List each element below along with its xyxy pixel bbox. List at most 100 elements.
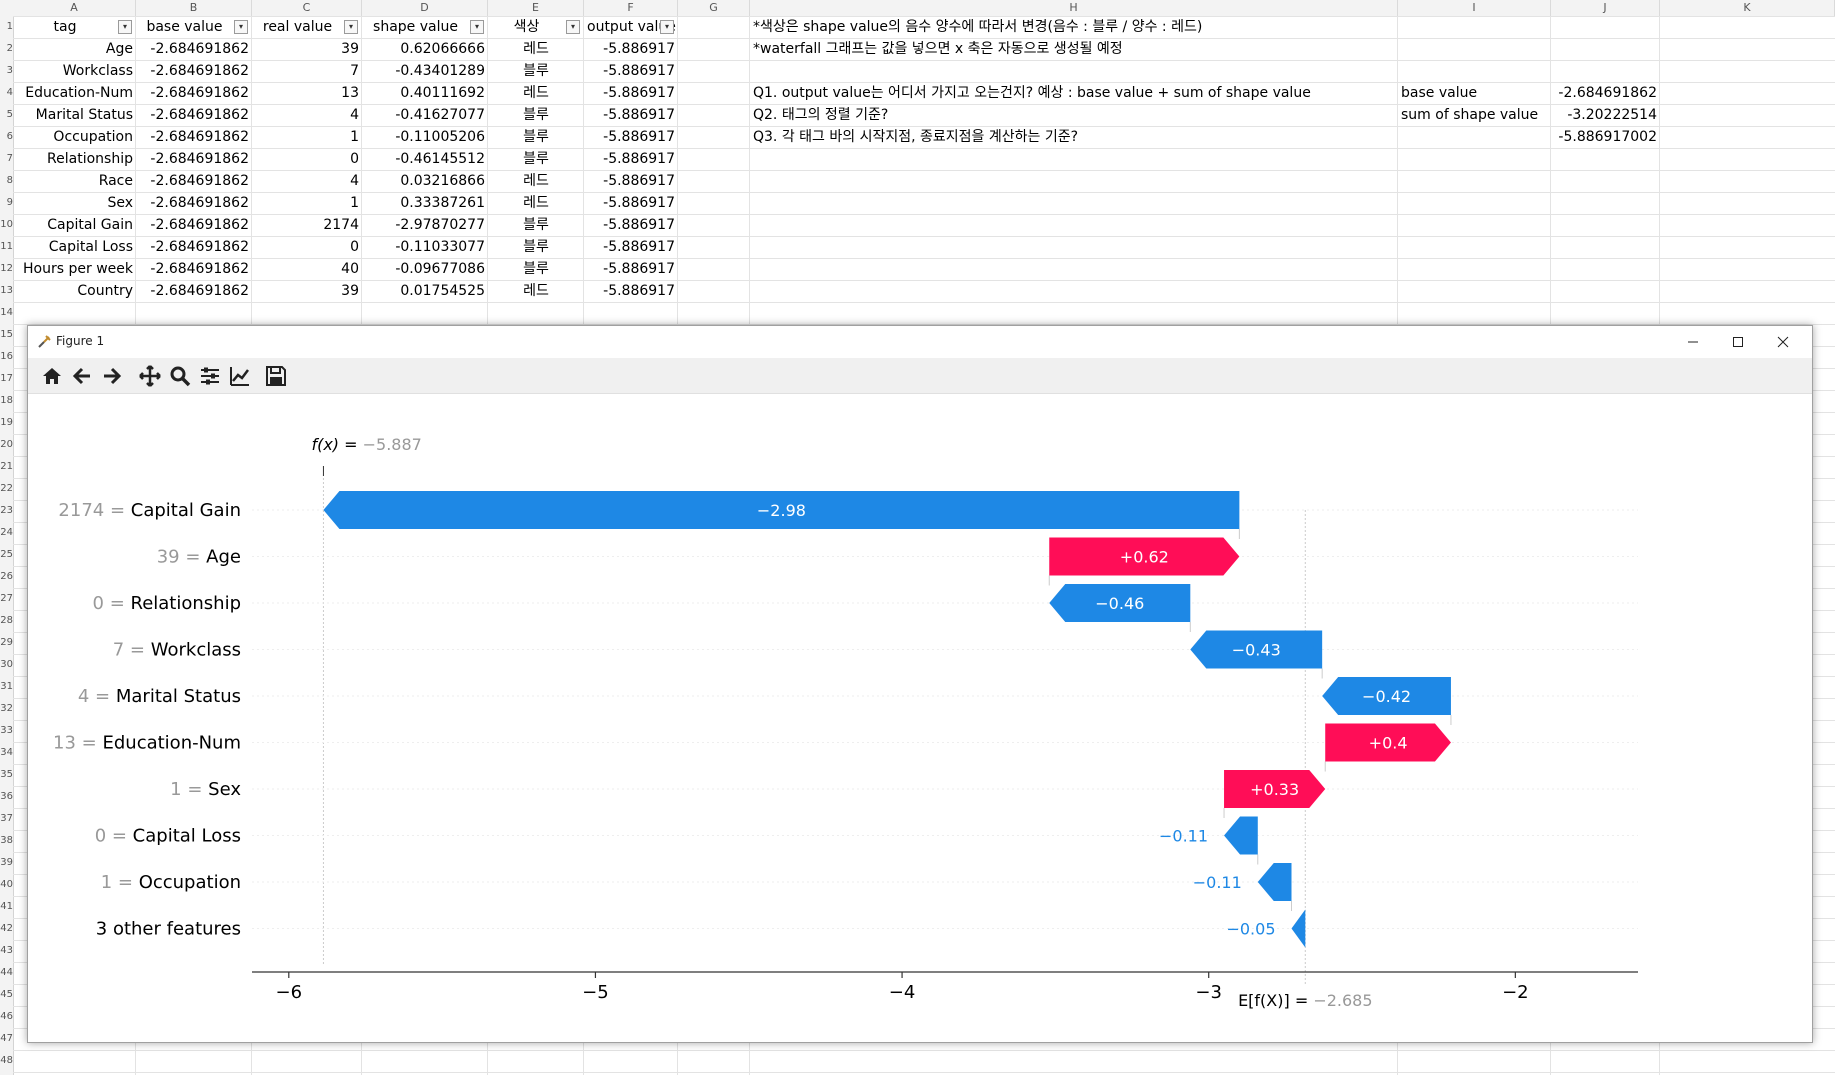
data-cell[interactable]: 0 — [350, 239, 359, 255]
row-header-29[interactable]: 29 — [0, 637, 13, 648]
data-cell[interactable]: -5.886917 — [603, 261, 675, 277]
header-cell[interactable]: real value — [262, 19, 333, 35]
filter-dropdown-button[interactable]: ▾ — [118, 20, 132, 34]
column-header-g[interactable]: G — [678, 0, 750, 16]
data-cell[interactable]: 39 — [341, 283, 359, 299]
row-header-46[interactable]: 46 — [0, 1011, 13, 1022]
minimize-button[interactable] — [1673, 330, 1713, 354]
data-cell[interactable]: 레드 — [523, 195, 549, 211]
data-cell[interactable]: 7 — [350, 63, 359, 79]
data-cell[interactable]: 0.40111692 — [400, 85, 485, 101]
row-header-13[interactable]: 13 — [0, 285, 13, 296]
row-header-27[interactable]: 27 — [0, 593, 13, 604]
data-cell[interactable]: 0.03216866 — [400, 173, 485, 189]
configure-button[interactable] — [198, 364, 222, 388]
row-header-48[interactable]: 48 — [0, 1055, 13, 1066]
column-header-h[interactable]: H — [750, 0, 1398, 16]
data-cell[interactable]: 4 — [350, 107, 359, 123]
data-cell[interactable]: -0.41627077 — [395, 107, 485, 123]
data-cell[interactable]: -0.11005206 — [395, 129, 485, 145]
row-header-28[interactable]: 28 — [0, 615, 13, 626]
data-cell[interactable]: -2.684691862 — [150, 63, 249, 79]
column-header-k[interactable]: K — [1660, 0, 1835, 16]
data-cell[interactable]: 레드 — [523, 41, 549, 57]
row-header-14[interactable]: 14 — [0, 307, 13, 318]
filter-dropdown-button[interactable]: ▾ — [234, 20, 248, 34]
note-cell[interactable]: Q3. 각 태그 바의 시작지점, 종료지점을 계산하는 기준? — [753, 129, 1079, 145]
data-cell[interactable]: -2.684691862 — [150, 283, 249, 299]
data-cell[interactable]: -5.886917 — [603, 107, 675, 123]
data-cell[interactable]: Capital Gain — [47, 217, 133, 233]
data-cell[interactable]: Marital Status — [35, 107, 133, 123]
data-cell[interactable]: Race — [98, 173, 133, 189]
row-header-24[interactable]: 24 — [0, 527, 13, 538]
row-header-17[interactable]: 17 — [0, 373, 13, 384]
data-cell[interactable]: -2.684691862 — [150, 107, 249, 123]
data-cell[interactable]: -0.09677086 — [395, 261, 485, 277]
row-header-10[interactable]: 10 — [0, 219, 13, 230]
data-cell[interactable]: -2.684691862 — [150, 217, 249, 233]
row-header-44[interactable]: 44 — [0, 967, 13, 978]
data-cell[interactable]: 0.62066666 — [400, 41, 485, 57]
data-cell[interactable]: Capital Loss — [48, 239, 133, 255]
row-header-31[interactable]: 31 — [0, 681, 13, 692]
data-cell[interactable]: 블루 — [523, 107, 549, 123]
data-cell[interactable]: Relationship — [47, 151, 133, 167]
data-cell[interactable]: 블루 — [523, 261, 549, 277]
row-header-18[interactable]: 18 — [0, 395, 13, 406]
data-cell[interactable]: -2.684691862 — [150, 129, 249, 145]
column-header-a[interactable]: A — [13, 0, 136, 16]
filter-dropdown-button[interactable]: ▾ — [660, 20, 674, 34]
row-header-8[interactable]: 8 — [6, 175, 13, 186]
note-cell[interactable]: *waterfall 그래프는 값을 넣으면 x 축은 자동으로 생성될 예정 — [753, 41, 1123, 57]
data-cell[interactable]: -5.886917 — [603, 195, 675, 211]
row-header-42[interactable]: 42 — [0, 923, 13, 934]
row-header-3[interactable]: 3 — [6, 65, 13, 76]
data-cell[interactable]: -5.886917 — [603, 239, 675, 255]
header-cell[interactable]: 색상 — [513, 19, 540, 35]
data-cell[interactable]: 40 — [341, 261, 359, 277]
data-cell[interactable]: 0 — [350, 151, 359, 167]
data-cell[interactable]: 13 — [341, 85, 359, 101]
data-cell[interactable]: -5.886917 — [603, 63, 675, 79]
row-header-33[interactable]: 33 — [0, 725, 13, 736]
data-cell[interactable]: -2.684691862 — [150, 239, 249, 255]
data-cell[interactable]: -5.886917 — [603, 41, 675, 57]
row-header-5[interactable]: 5 — [6, 109, 13, 120]
data-cell[interactable]: -5.886917 — [603, 85, 675, 101]
header-cell[interactable]: output value — [587, 19, 676, 35]
data-cell[interactable]: -5.886917 — [603, 151, 675, 167]
row-header-38[interactable]: 38 — [0, 835, 13, 846]
row-header-16[interactable]: 16 — [0, 351, 13, 362]
data-cell[interactable]: -2.684691862 — [150, 41, 249, 57]
note-cell[interactable]: Q1. output value는 어디서 가지고 오는건지? 예상 : bas… — [753, 85, 1311, 101]
data-cell[interactable]: Age — [105, 41, 133, 57]
column-header-j[interactable]: J — [1551, 0, 1660, 16]
data-cell[interactable]: -5.886917 — [603, 217, 675, 233]
data-cell[interactable]: -2.97870277 — [395, 217, 485, 233]
header-cell[interactable]: base value — [146, 19, 223, 35]
row-header-6[interactable]: 6 — [6, 131, 13, 142]
data-cell[interactable]: 블루 — [523, 129, 549, 145]
row-header-40[interactable]: 40 — [0, 879, 13, 890]
data-cell[interactable]: 1 — [350, 195, 359, 211]
row-header-32[interactable]: 32 — [0, 703, 13, 714]
back-button[interactable] — [70, 364, 94, 388]
data-cell[interactable]: -5.886917 — [603, 283, 675, 299]
row-header-22[interactable]: 22 — [0, 483, 13, 494]
row-header-47[interactable]: 47 — [0, 1033, 13, 1044]
row-header-26[interactable]: 26 — [0, 571, 13, 582]
data-cell[interactable]: -5.886917 — [603, 129, 675, 145]
zoom-button[interactable] — [168, 364, 192, 388]
side-value-cell[interactable]: -5.886917002 — [1558, 129, 1657, 145]
data-cell[interactable]: 0.01754525 — [400, 283, 485, 299]
maximize-button[interactable] — [1718, 330, 1758, 354]
data-cell[interactable]: 블루 — [523, 239, 549, 255]
data-cell[interactable]: 레드 — [523, 85, 549, 101]
close-button[interactable] — [1763, 330, 1803, 354]
row-header-34[interactable]: 34 — [0, 747, 13, 758]
data-cell[interactable]: -0.46145512 — [395, 151, 485, 167]
column-header-e[interactable]: E — [488, 0, 584, 16]
side-label-cell[interactable]: sum of shape value — [1401, 107, 1539, 123]
data-cell[interactable]: 레드 — [523, 173, 549, 189]
